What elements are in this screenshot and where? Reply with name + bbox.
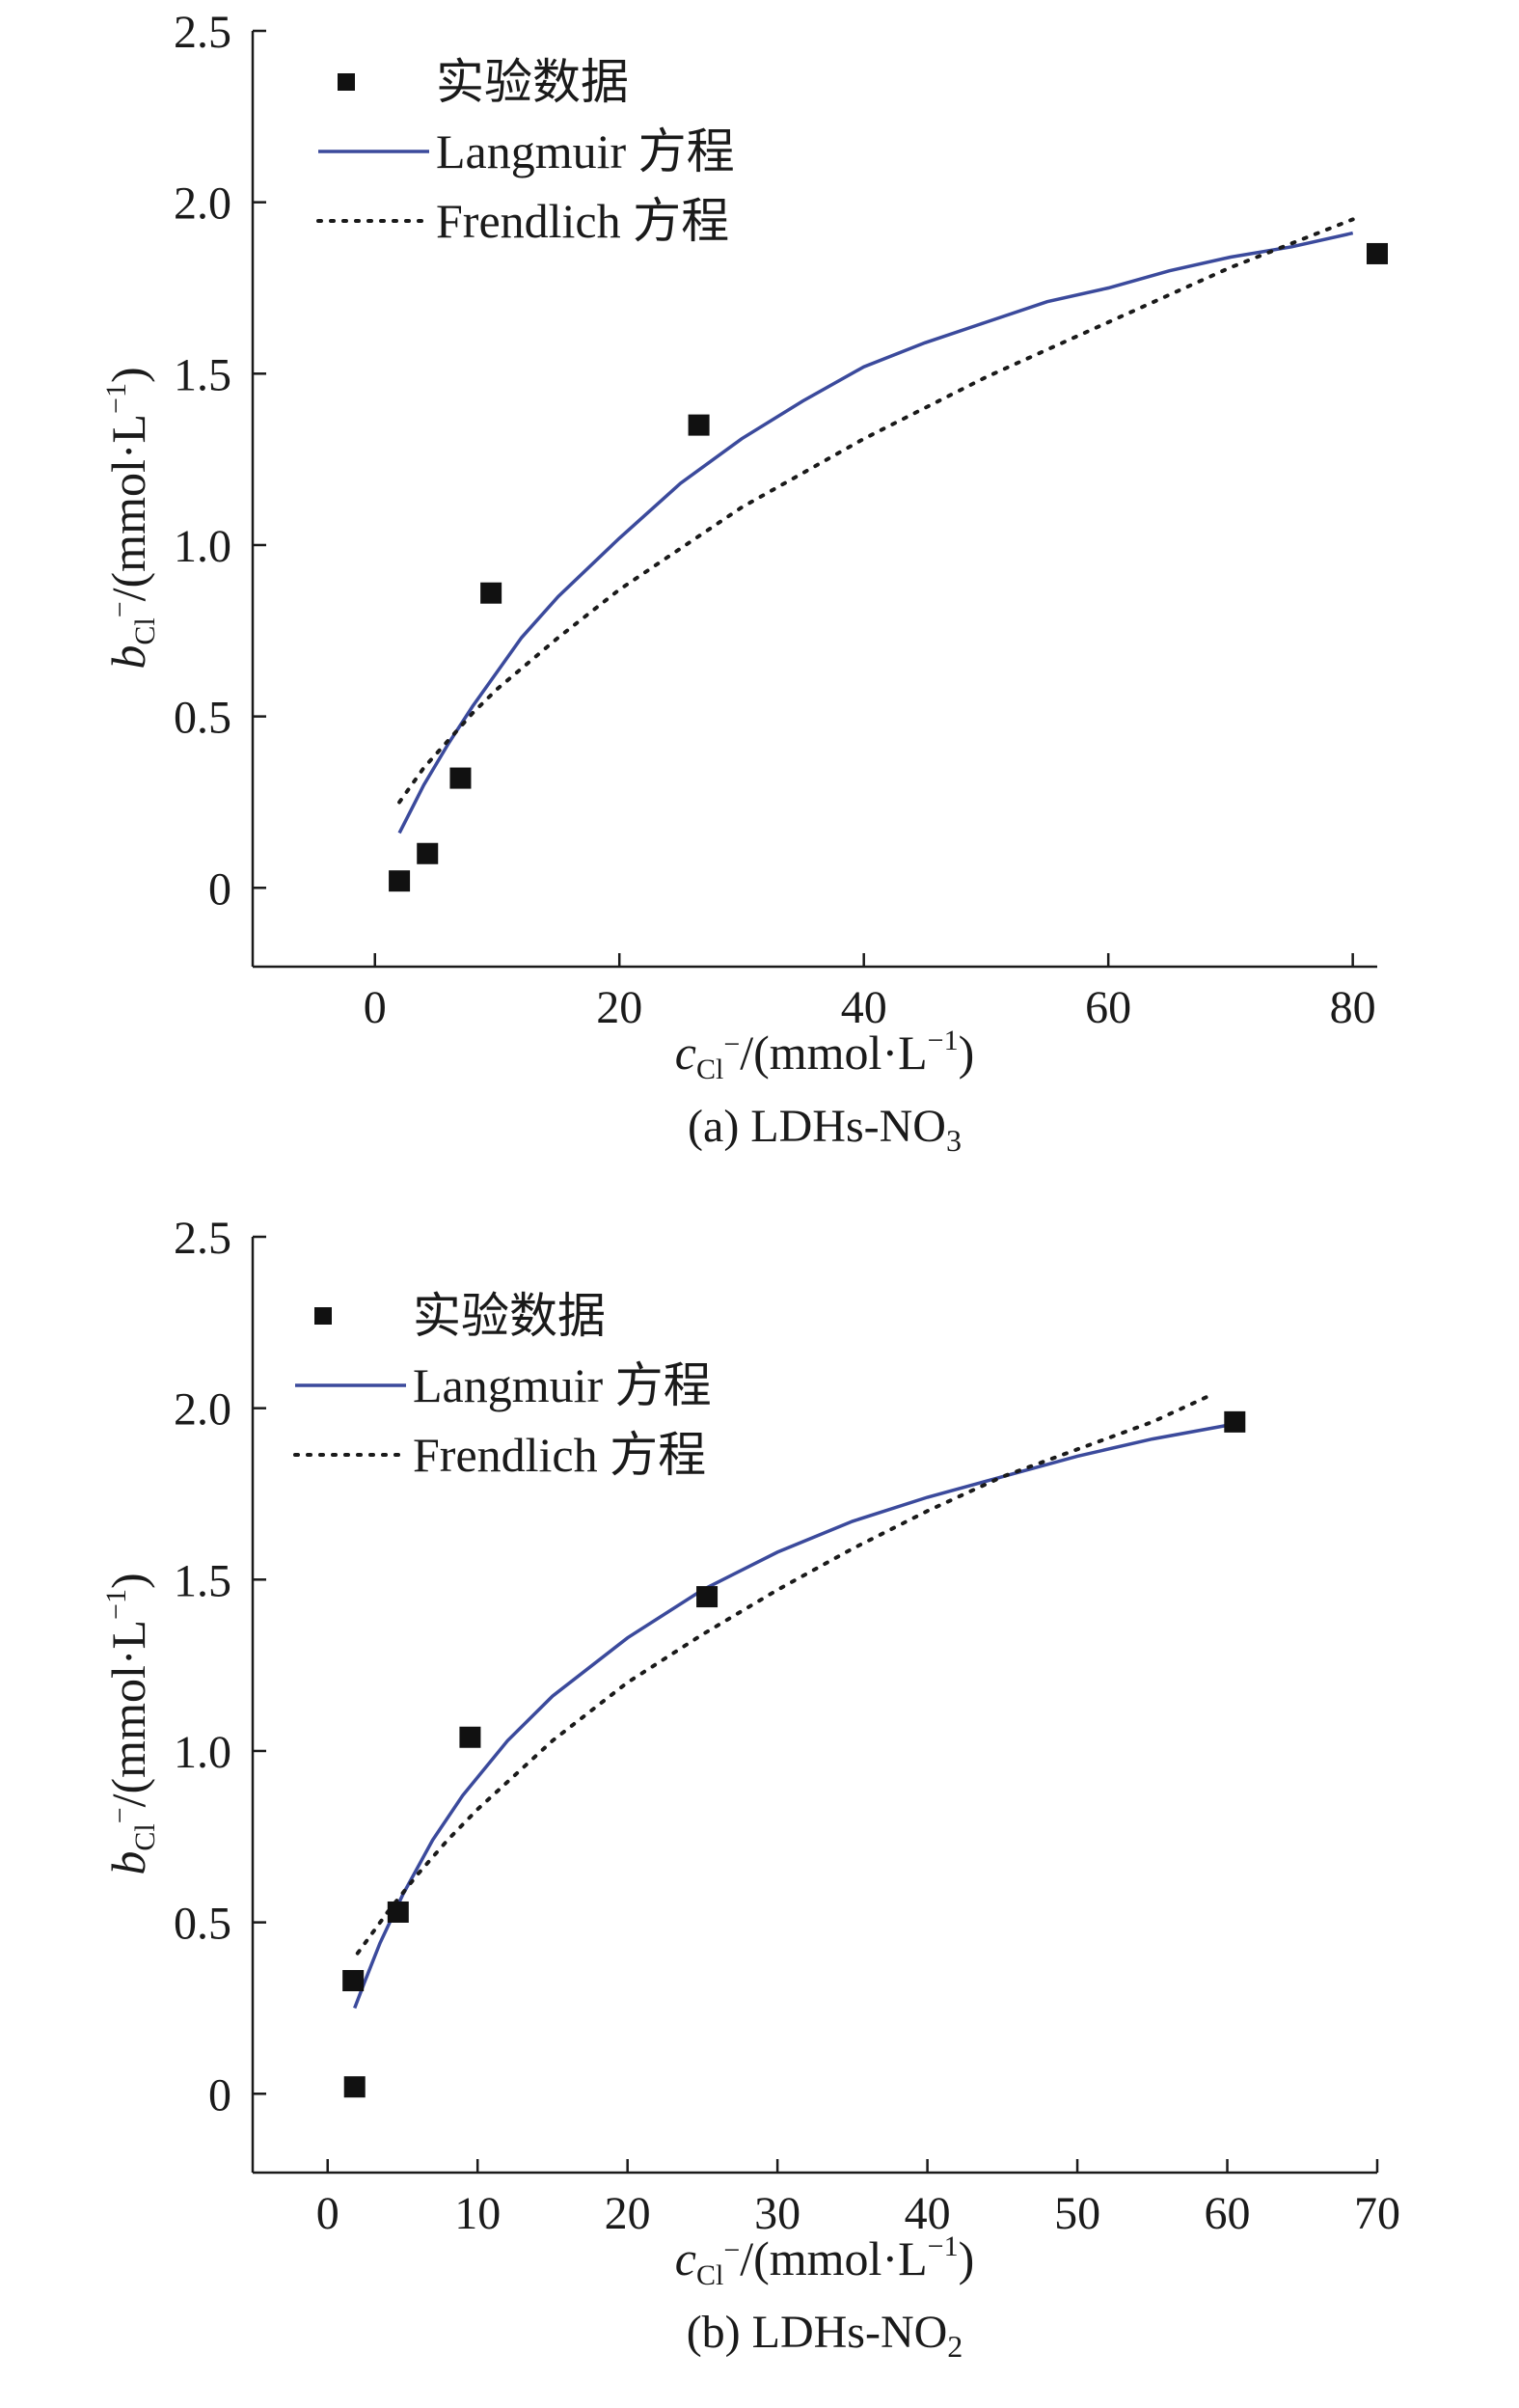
legend-label: 实验数据 <box>413 1289 606 1343</box>
frendlich-curve <box>355 1392 1214 1956</box>
data-point <box>417 842 439 864</box>
legend-label: Langmuir 方程 <box>436 124 735 178</box>
x-tick-label: 50 <box>1054 2188 1100 2239</box>
frendlich-curve <box>397 217 1355 805</box>
data-point <box>389 870 411 892</box>
langmuir-curve <box>397 231 1354 835</box>
legend-label: Frendlich 方程 <box>436 194 729 248</box>
data-point <box>459 1726 481 1748</box>
x-tick-label: 20 <box>596 982 642 1033</box>
x-tick-label: 60 <box>1085 982 1131 1033</box>
y-tick-label: 2.0 <box>174 1384 231 1436</box>
x-tick-label: 60 <box>1205 2188 1251 2239</box>
data-point <box>342 1970 365 1992</box>
y-tick-label: 2.5 <box>174 1213 231 1264</box>
x-tick-label: 40 <box>841 982 887 1033</box>
x-axis-label: cCl−/(mmol·L−1) <box>675 2230 974 2291</box>
x-tick-label: 30 <box>754 2188 800 2239</box>
panel-caption: (a) LDHs-NO3 <box>688 1101 962 1158</box>
data-point <box>688 414 710 436</box>
legend-label: Langmuir 方程 <box>413 1358 712 1412</box>
data-point <box>480 582 502 604</box>
legend-label: 实验数据 <box>436 55 629 109</box>
data-point <box>387 1901 409 1923</box>
x-tick-label: 70 <box>1354 2188 1400 2239</box>
chart-panel-a: 0 0.5 1.0 1.5 2.0 2.5 0 20 40 60 80 实验数据 Langmuir 方程… <box>100 7 1388 1158</box>
legend: 实验数据 Langmuir 方程 Frendlich 方程 <box>293 1289 712 1482</box>
y-tick-label: 2.5 <box>174 7 231 58</box>
y-tick-label: 1.0 <box>174 521 231 572</box>
y-axis-label: bCl−/(mmol·L−1) <box>100 367 161 669</box>
x-tick-label: 0 <box>364 982 387 1033</box>
y-tick-label: 0 <box>208 863 231 915</box>
data-point <box>1224 1410 1246 1433</box>
panel-caption: (b) LDHs-NO2 <box>687 2307 963 2364</box>
data-point <box>449 767 472 789</box>
x-axis-label: cCl−/(mmol·L−1) <box>675 1025 974 1085</box>
y-tick-label: 1.0 <box>174 1727 231 1778</box>
x-tick-label: 20 <box>605 2188 651 2239</box>
legend-marker <box>314 1307 332 1325</box>
y-tick-label: 0.5 <box>174 1899 231 1950</box>
y-tick-label: 1.5 <box>174 349 231 400</box>
y-tick-label: 0 <box>208 2069 231 2121</box>
data-point <box>343 2076 366 2098</box>
y-axis-label: bCl−/(mmol·L−1) <box>100 1573 161 1874</box>
legend: 实验数据 Langmuir 方程 Frendlich 方程 <box>316 55 735 248</box>
y-tick-label: 0.5 <box>174 693 231 744</box>
data-point <box>696 1586 719 1608</box>
langmuir-curve <box>353 1423 1228 2010</box>
x-tick-label: 80 <box>1330 982 1376 1033</box>
y-tick-label: 2.0 <box>174 178 231 230</box>
data-point <box>1367 242 1388 264</box>
y-tick-label: 1.5 <box>174 1555 231 1606</box>
x-tick-label: 40 <box>905 2188 951 2239</box>
x-tick-label: 0 <box>316 2188 339 2239</box>
legend-marker <box>338 73 355 91</box>
x-tick-label: 10 <box>454 2188 501 2239</box>
legend-label: Frendlich 方程 <box>413 1428 706 1482</box>
chart-panel-b: 0 0.5 1.0 1.5 2.0 2.5 0 10 20 30 40 50 60 70 实验数据 Langm… <box>100 1213 1400 2364</box>
